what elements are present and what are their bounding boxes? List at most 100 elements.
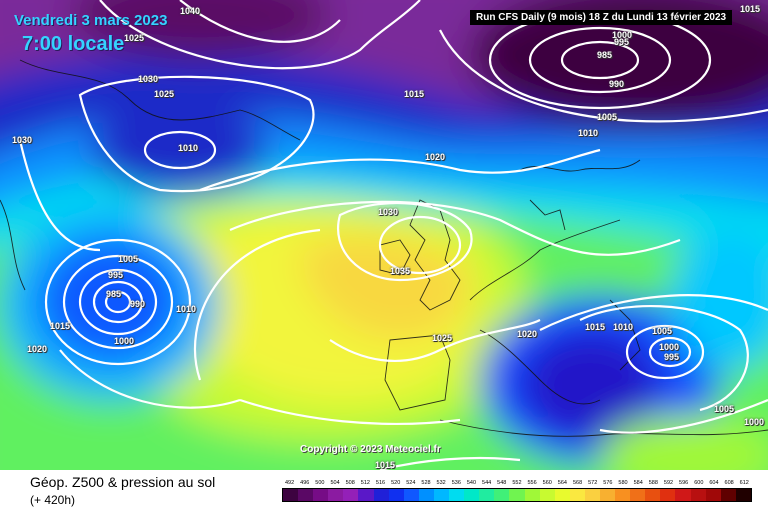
legend-swatch bbox=[630, 489, 646, 501]
legend-swatch bbox=[705, 489, 721, 501]
isobar-label: 1015 bbox=[404, 89, 425, 99]
legend-tick-label: 604 bbox=[709, 480, 719, 486]
legend-swatch bbox=[524, 489, 540, 501]
isobar-label: 1000 bbox=[659, 342, 680, 352]
legend-tick-label: 504 bbox=[330, 480, 340, 486]
run-info: Run CFS Daily (9 mois) 18 Z du Lundi 13 … bbox=[470, 10, 733, 25]
legend-tick-label: 508 bbox=[345, 480, 355, 486]
legend-tick-label: 552 bbox=[512, 480, 522, 486]
legend-swatch bbox=[313, 489, 329, 501]
isobar-label: 1015 bbox=[50, 321, 71, 331]
legend-swatch bbox=[283, 489, 299, 501]
color-scale-legend: 492 496 500 504 508 512 516 520 524 528 532 536 540 5… bbox=[282, 478, 752, 502]
legend-swatch bbox=[418, 489, 434, 501]
legend-tick-label: 540 bbox=[466, 480, 477, 486]
legend-tick-label: 544 bbox=[482, 480, 492, 486]
geopotential-field bbox=[0, 0, 768, 470]
legend-swatch bbox=[645, 489, 661, 501]
legend-tick-label: 572 bbox=[588, 480, 598, 486]
isobar-label: 1000 bbox=[744, 417, 765, 427]
legend-tick-label: 580 bbox=[618, 480, 628, 486]
isobar-label: 995 bbox=[614, 37, 630, 47]
isobar-label: 1015 bbox=[375, 460, 396, 470]
legend-tick-label: 592 bbox=[663, 480, 674, 486]
chart-title: Géop. Z500 & pression au sol bbox=[30, 474, 216, 490]
isobar-label: 1025 bbox=[432, 333, 453, 343]
legend-swatch bbox=[554, 489, 570, 501]
legend-swatch bbox=[433, 489, 450, 501]
legend-tick-label: 612 bbox=[739, 480, 749, 486]
forecast-date: Vendredi 3 mars 2023 bbox=[14, 12, 168, 29]
isobar-label: 1005 bbox=[652, 326, 673, 336]
legend-tick-label: 560 bbox=[542, 480, 552, 486]
legend-tick-label: 584 bbox=[633, 480, 643, 486]
legend-swatch bbox=[479, 489, 495, 501]
isobar-label: 1010 bbox=[176, 304, 197, 314]
legend-tick-label: 536 bbox=[451, 480, 461, 486]
isobars bbox=[18, 0, 768, 470]
map-graphic bbox=[0, 0, 768, 470]
isobar-label: 1010 bbox=[613, 322, 634, 332]
isobar-label: 1005 bbox=[714, 404, 735, 414]
forecast-map: Vendredi 3 mars 2023 7:00 locale Run CFS… bbox=[0, 0, 768, 470]
legend-tick-label: 496 bbox=[300, 480, 310, 486]
legend-tick-label: 528 bbox=[421, 480, 431, 486]
legend-tick-label: 524 bbox=[406, 480, 416, 486]
legend-swatch bbox=[584, 489, 600, 501]
isobar-label: 1025 bbox=[154, 89, 175, 99]
isobar-label: 995 bbox=[108, 270, 124, 280]
legend-tick-label: 556 bbox=[527, 480, 537, 486]
legend-swatch bbox=[735, 489, 751, 501]
isobar-label: 990 bbox=[609, 79, 625, 89]
isobar-label: 1015 bbox=[740, 4, 761, 14]
legend-swatch bbox=[675, 489, 691, 501]
legend-swatch bbox=[539, 489, 555, 501]
forecast-time: 7:00 locale bbox=[22, 33, 125, 55]
legend-swatch bbox=[464, 489, 480, 501]
legend-tick-label: 492 bbox=[284, 480, 295, 486]
isobar-label: 985 bbox=[597, 50, 613, 60]
isobar-label: 1000 bbox=[612, 30, 633, 40]
footer: Géop. Z500 & pression au sol (+ 420h) 49… bbox=[0, 470, 768, 512]
legend-tick-label: 596 bbox=[679, 480, 689, 486]
legend-swatch bbox=[343, 489, 359, 501]
legend-tick-label: 564 bbox=[557, 480, 567, 486]
legend-tick-label: 500 bbox=[315, 480, 325, 486]
legend-swatch bbox=[494, 489, 510, 501]
legend-tick-label: 576 bbox=[603, 480, 613, 486]
legend-swatch bbox=[615, 489, 631, 501]
isobar-label: 1030 bbox=[12, 135, 33, 145]
legend-tick-row: 492 496 500 504 508 512 516 520 524 528 532 536 540 5… bbox=[282, 478, 752, 488]
legend-swatch bbox=[569, 489, 585, 501]
forecast-hour: (+ 420h) bbox=[30, 493, 76, 507]
isobar-label: 1005 bbox=[597, 112, 618, 122]
isobar-label: 1020 bbox=[27, 344, 48, 354]
legend-swatch bbox=[358, 489, 374, 501]
coastlines bbox=[0, 59, 768, 437]
legend-swatch bbox=[449, 489, 465, 501]
isobar-label: 1040 bbox=[180, 6, 201, 16]
isobar-label: 1020 bbox=[517, 329, 538, 339]
legend-tick-label: 512 bbox=[360, 480, 370, 486]
isobar-label: 995 bbox=[664, 352, 680, 362]
legend-swatch bbox=[403, 489, 419, 501]
legend-swatch bbox=[720, 489, 736, 501]
copyright: Copyright © 2023 Meteociel.fr bbox=[300, 444, 441, 455]
isobar-label: 1020 bbox=[425, 152, 446, 162]
legend-swatch bbox=[373, 489, 389, 501]
isobar-label: 1025 bbox=[124, 33, 145, 43]
legend-tick-label: 548 bbox=[497, 480, 507, 486]
legend-swatch bbox=[328, 489, 344, 501]
legend-tick-label: 568 bbox=[572, 480, 583, 486]
legend-tick-label: 532 bbox=[436, 480, 446, 486]
isobar-label: 1035 bbox=[390, 266, 411, 276]
legend-swatch bbox=[660, 489, 676, 501]
isobar-label: 1000 bbox=[114, 336, 135, 346]
legend-tick-label: 520 bbox=[391, 480, 401, 486]
legend-color-bar bbox=[282, 488, 752, 502]
isobar-label: 1005 bbox=[118, 254, 139, 264]
legend-tick-label: 600 bbox=[694, 480, 704, 486]
legend-swatch bbox=[298, 489, 314, 501]
isobar-label: 1030 bbox=[378, 207, 399, 217]
isobar-label: 1015 bbox=[585, 322, 606, 332]
